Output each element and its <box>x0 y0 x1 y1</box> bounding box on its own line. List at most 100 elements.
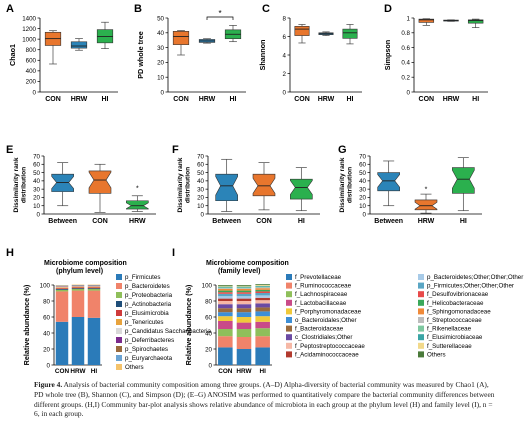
x-tick-label: CON <box>256 218 272 225</box>
y-tick-label: 0.8 <box>401 30 410 37</box>
y-tick-label: 0.2 <box>401 75 410 82</box>
y-tick-label: 80 <box>43 298 50 305</box>
y-tick-label: 60 <box>33 162 40 169</box>
bar-segment-con <box>55 289 69 292</box>
bar-segment-hi <box>255 321 270 329</box>
y-tick-label: 30 <box>359 186 366 193</box>
y-axis-label: Dissimilarity rankdistribution <box>177 157 192 212</box>
bar-segment-hrw <box>71 288 85 289</box>
legend-label: f_Desulfovibrionaceae <box>427 291 489 298</box>
chart-subtitle: (family level) <box>218 268 260 275</box>
legend-label: f_Acidaminococcaceae <box>295 351 359 358</box>
legend-label: Others <box>427 351 446 358</box>
legend-swatch <box>286 299 292 306</box>
legend-swatch <box>116 274 122 280</box>
y-tick-label: 10 <box>359 203 366 210</box>
legend-swatch <box>418 342 424 349</box>
y-tick-label: 0 <box>161 89 165 96</box>
y-axis-label: Simpson <box>383 40 392 70</box>
box-body <box>88 170 112 194</box>
bar-segment-hi <box>255 295 270 298</box>
y-tick-label: 20 <box>43 346 50 353</box>
y-tick-label: 2 <box>283 71 287 78</box>
legend-swatch <box>116 292 122 298</box>
box-body <box>414 199 438 211</box>
bar-segment-hrw <box>236 317 252 323</box>
bar-segment-hrw <box>236 329 252 337</box>
panel-letter: B <box>134 3 142 15</box>
legend-label: p_Tenericutes <box>125 319 164 326</box>
legend-label: c_Clostridiales;Other <box>295 334 352 341</box>
y-tick-label: 20 <box>33 195 40 202</box>
legend-swatch <box>116 283 122 289</box>
panel-letter: A <box>6 3 14 15</box>
y-tick-label: 10 <box>157 75 164 82</box>
bar-segment-con <box>218 296 233 299</box>
legend-label: f_Helicobacteraceae <box>427 300 484 307</box>
legend-swatch <box>286 291 292 298</box>
y-tick-label: 0.4 <box>401 60 410 67</box>
bar-segment-hrw <box>236 296 252 299</box>
bar-segment-hrw <box>236 285 252 287</box>
y-tick-label: 60 <box>197 162 204 169</box>
box-body <box>126 200 149 210</box>
legend-label: p_Bacteroidetes <box>125 283 170 290</box>
legend-label: p_Bacteroidetes;Other;Other;Other <box>427 274 523 281</box>
box-body <box>377 172 400 192</box>
y-axis-label: Chao1 <box>8 44 17 66</box>
legend-label: p_Proteobacteria <box>125 292 173 299</box>
bar-segment-con <box>218 287 233 289</box>
bar-segment-hi <box>255 297 270 301</box>
y-axis-label: Relative abundance (%) <box>184 284 193 365</box>
box-body <box>342 28 358 39</box>
legend-swatch <box>418 308 424 315</box>
y-axis-label: Dissimilarity rankdistribution <box>339 157 354 212</box>
bar-segment-con <box>218 321 233 329</box>
bar-segment-hi <box>255 311 270 317</box>
bar-segment-con <box>218 288 233 289</box>
y-tick-label: 40 <box>157 30 164 37</box>
x-tick-label: HRW <box>129 218 146 225</box>
y-tick-label: 30 <box>197 186 204 193</box>
y-tick-label: 50 <box>197 170 204 177</box>
x-tick-label: HI <box>259 368 266 375</box>
bar-segment-con <box>55 287 69 289</box>
bar-segment-hi <box>255 287 270 289</box>
box-con <box>172 30 190 56</box>
significance-bracket <box>206 16 234 20</box>
bar-segment-con <box>55 289 69 290</box>
y-tick-label: 6 <box>283 34 287 41</box>
box-hrw <box>443 19 459 22</box>
bar-segment-con <box>218 316 233 321</box>
legend-label: Others <box>125 364 144 371</box>
x-tick-label: HI <box>298 218 305 225</box>
bar-segment-hrw <box>236 322 252 329</box>
box-between <box>215 158 238 212</box>
panel-i: I 0 20 40 60 80 100 Relative abundance (%) Micro… <box>172 247 523 375</box>
x-tick-label: HRW <box>71 96 88 103</box>
bar-segment-hi <box>255 285 270 287</box>
bar-segment-hrw <box>236 287 252 289</box>
bar-segment-con <box>218 301 233 305</box>
box-con <box>252 162 276 211</box>
legend-label: p_Firmicutes <box>125 274 160 281</box>
bar-segment-hi <box>255 289 270 292</box>
bar-segment-hi <box>255 284 270 285</box>
y-tick-label: 60 <box>205 314 212 321</box>
box-con <box>294 24 310 44</box>
bar-segment-hi <box>255 285 270 286</box>
bar-segment-con <box>218 298 233 301</box>
box-hi <box>96 21 114 50</box>
y-axis-label: PD whole tree <box>136 31 145 79</box>
bar-segment-hrw <box>236 312 252 317</box>
y-tick-label: 30 <box>33 186 40 193</box>
x-tick-label: HI <box>472 96 479 103</box>
y-tick-label: 0 <box>47 362 51 369</box>
bar-segment-hi <box>255 328 270 337</box>
legend-label: p_Candidatus Saccharibacteria <box>125 328 212 335</box>
box-between <box>51 162 74 207</box>
box-hi <box>342 24 358 45</box>
legend-label: p_Spirochaetes <box>125 346 168 353</box>
